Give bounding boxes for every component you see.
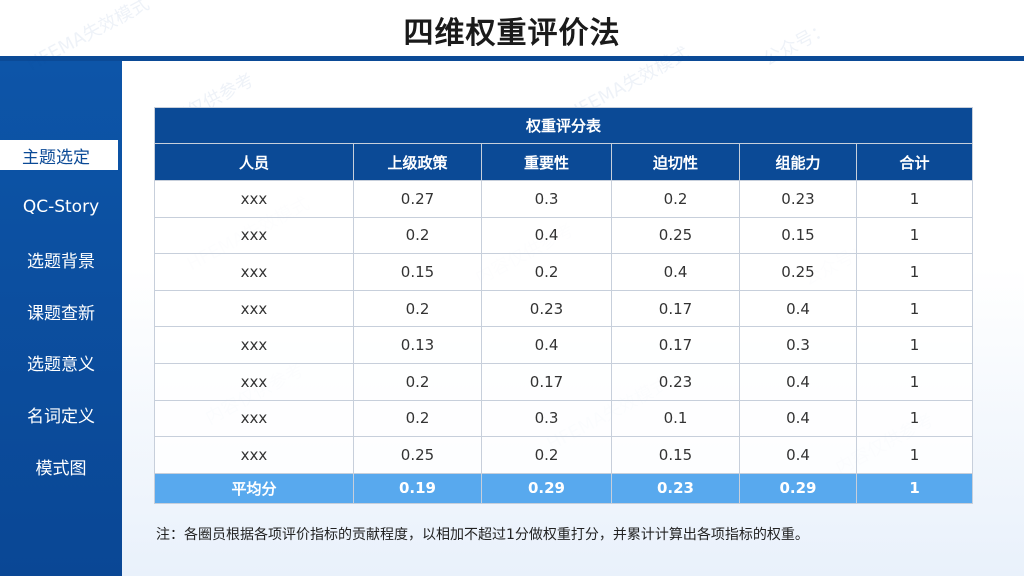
table-cell: 0.4: [739, 436, 857, 474]
table-cell: 0.3: [481, 180, 612, 218]
table-row: xxx 0.25 0.2 0.15 0.4 1: [154, 436, 974, 474]
table-cell: 0.15: [611, 436, 740, 474]
sidebar-item-significance[interactable]: 选题意义: [0, 347, 122, 377]
table-cell: xxx: [154, 436, 354, 474]
header-divider: [0, 56, 1024, 61]
table-cell: 0.2: [353, 289, 482, 328]
table-cell: 0.2: [481, 253, 612, 291]
table-cell: 0.25: [353, 436, 482, 474]
table-cell: xxx: [154, 289, 354, 328]
table-cell: 0.2: [353, 362, 482, 401]
average-row: 平均分 0.19 0.29 0.23 0.29 1: [154, 472, 974, 504]
table-cell: 0.3: [739, 326, 857, 364]
table-cell: 0.4: [481, 326, 612, 364]
sidebar-item-label: QC-Story: [22, 197, 100, 217]
table-cell: 0.4: [739, 289, 857, 328]
table-cell: 0.2: [611, 180, 740, 218]
table-cell: 1: [855, 436, 974, 474]
table-cell: 1: [855, 399, 974, 438]
table-cell: 1: [855, 253, 974, 291]
sidebar-item-label: 主题选定: [22, 147, 90, 168]
table-cell: 1: [855, 180, 974, 218]
table-cell: 1: [855, 362, 974, 401]
table-cell: 0.27: [353, 180, 482, 218]
sidebar-item-label: 名词定义: [27, 406, 95, 427]
table-row: xxx 0.2 0.17 0.23 0.4 1: [154, 362, 974, 401]
table-cell: 1: [855, 216, 974, 255]
sidebar-item-label: 课题查新: [27, 303, 95, 324]
header: 四维权重评价法: [0, 0, 1024, 76]
table-row: xxx 0.15 0.2 0.4 0.25 1: [154, 253, 974, 291]
table-cell: 0.25: [611, 216, 740, 255]
sidebar-item-label: 模式图: [35, 458, 87, 479]
weight-score-table: 权重评分表 人员 上级政策 重要性 迫切性 组能力 合计 xxx 0.27 0.…: [153, 107, 974, 504]
table-cell: xxx: [154, 253, 354, 291]
table-cell: 0.17: [481, 362, 612, 401]
footnote: 注：各圈员根据各项评价指标的贡献程度，以相加不超过1分做权重打分，并累计计算出各…: [156, 527, 809, 543]
sidebar: 主题选定 QC-Story 选题背景 课题查新 选题意义 名词定义 模式图: [0, 61, 122, 576]
column-header: 上级政策: [353, 143, 482, 181]
table-cell: 0.4: [739, 362, 857, 401]
table-cell: 0.1: [611, 399, 740, 438]
table-cell: xxx: [154, 362, 354, 401]
table-cell: 0.23: [481, 289, 612, 328]
table-cell: xxx: [154, 326, 354, 364]
average-cell: 0.29: [481, 472, 612, 504]
column-header: 迫切性: [611, 143, 740, 181]
table-row: xxx 0.13 0.4 0.17 0.3 1: [154, 326, 974, 364]
table-row: xxx 0.27 0.3 0.2 0.23 1: [154, 180, 974, 218]
average-cell: 0.29: [739, 472, 857, 504]
sidebar-item-label: 选题背景: [27, 251, 95, 272]
average-cell: 1: [855, 472, 974, 504]
table-row: xxx 0.2 0.3 0.1 0.4 1: [154, 399, 974, 438]
table-cell: 0.3: [481, 399, 612, 438]
table-cell: 0.2: [353, 216, 482, 255]
average-cell: 0.19: [353, 472, 482, 504]
table-cell: xxx: [154, 399, 354, 438]
sidebar-item-pattern-diagram[interactable]: 模式图: [0, 451, 122, 481]
column-header: 人员: [154, 143, 354, 181]
table-cell: 0.17: [611, 326, 740, 364]
table-cell: 0.15: [353, 253, 482, 291]
sidebar-item-definitions[interactable]: 名词定义: [0, 399, 122, 429]
table-cell: xxx: [154, 180, 354, 218]
table-caption: 权重评分表: [153, 107, 974, 144]
sidebar-item-novelty-search[interactable]: 课题查新: [0, 296, 122, 326]
table-cell: 0.4: [739, 399, 857, 438]
column-header: 合计: [855, 143, 974, 181]
sidebar-item-topic-selection[interactable]: 主题选定: [0, 140, 118, 170]
table-row: xxx 0.2 0.23 0.17 0.4 1: [154, 289, 974, 328]
table-cell: 0.13: [353, 326, 482, 364]
sidebar-item-label: 选题意义: [27, 354, 95, 375]
column-header: 组能力: [739, 143, 857, 181]
table-cell: 0.17: [611, 289, 740, 328]
column-header: 重要性: [481, 143, 612, 181]
table-cell: 0.15: [739, 216, 857, 255]
average-cell: 0.23: [611, 472, 740, 504]
table-cell: 0.23: [611, 362, 740, 401]
table-cell: xxx: [154, 216, 354, 255]
table-cell: 0.4: [611, 253, 740, 291]
table-cell: 0.23: [739, 180, 857, 218]
table-cell: 1: [855, 289, 974, 328]
sidebar-item-qc-story[interactable]: QC-Story: [0, 192, 122, 222]
table-header-row: 人员 上级政策 重要性 迫切性 组能力 合计: [154, 143, 974, 181]
page-title: 四维权重评价法: [403, 16, 621, 51]
table-cell: 0.25: [739, 253, 857, 291]
table-row: xxx 0.2 0.4 0.25 0.15 1: [154, 216, 974, 255]
table-cell: 0.4: [481, 216, 612, 255]
sidebar-item-background[interactable]: 选题背景: [0, 244, 122, 274]
table-cell: 0.2: [353, 399, 482, 438]
average-cell: 平均分: [154, 472, 354, 504]
table-cell: 0.2: [481, 436, 612, 474]
table-cell: 1: [855, 326, 974, 364]
